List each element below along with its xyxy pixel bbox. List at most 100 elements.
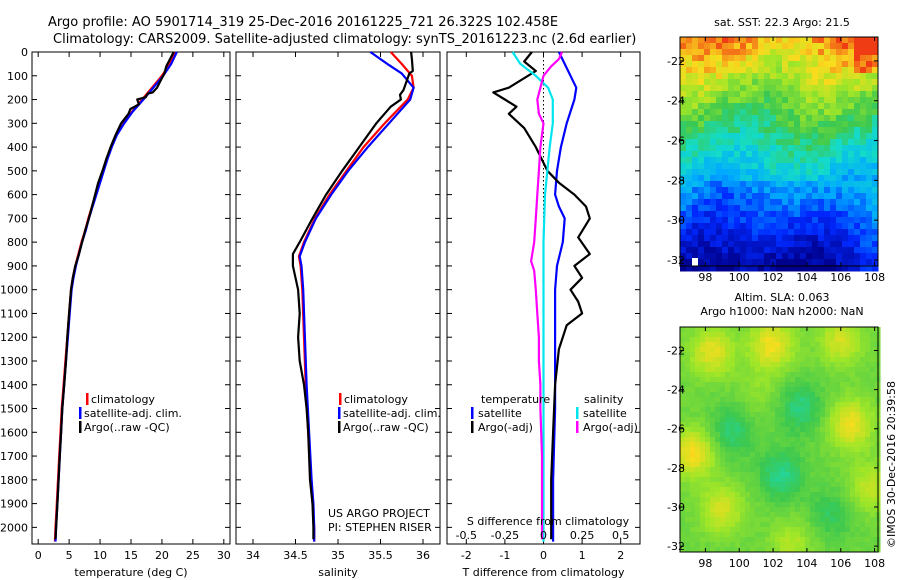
sla-cell	[825, 332, 831, 338]
sst-cell	[758, 85, 765, 92]
sla-cell	[735, 427, 741, 433]
sst-cell	[794, 79, 801, 86]
sst-cell	[812, 241, 819, 248]
sst-cell	[848, 181, 855, 188]
sst-cell	[842, 199, 849, 206]
sla-cell	[870, 497, 876, 503]
sst-cell	[710, 199, 717, 206]
sla-cell	[810, 352, 816, 358]
sst-cell	[872, 193, 879, 200]
sst-cell	[770, 241, 777, 248]
sla-cell	[730, 402, 736, 408]
sla-cell	[855, 467, 861, 473]
sst-cell	[818, 121, 825, 128]
sla-cell	[845, 412, 851, 418]
sst-cell	[830, 55, 837, 62]
sla-cell	[870, 472, 876, 478]
sla-cell	[860, 452, 866, 458]
sla-cell	[845, 532, 851, 538]
sst-cell	[686, 133, 693, 140]
sst-cell	[740, 193, 747, 200]
sst-cell	[776, 211, 783, 218]
sla-cell	[740, 517, 746, 523]
sst-cell	[728, 163, 735, 170]
sla-cell	[760, 547, 766, 553]
sla-cell	[830, 507, 836, 513]
sla-cell	[785, 402, 791, 408]
sla-cell	[820, 417, 826, 423]
sla-cell	[840, 352, 846, 358]
sla-cell	[735, 512, 741, 518]
sst-cell	[836, 217, 843, 224]
sst-cell	[776, 157, 783, 164]
sla-cell	[860, 387, 866, 393]
sst-cell	[800, 259, 807, 266]
sla-cell	[855, 472, 861, 478]
sst-cell	[752, 133, 759, 140]
sla-cell	[770, 402, 776, 408]
legend-label-climatology: climatology	[344, 393, 408, 406]
sst-cell	[734, 211, 741, 218]
sla-cell	[830, 457, 836, 463]
sla-cell	[745, 422, 751, 428]
sla-cell	[760, 542, 766, 548]
sla-cell	[785, 382, 791, 388]
sla-cell	[775, 382, 781, 388]
sla-cell	[735, 387, 741, 393]
sla-cell	[790, 402, 796, 408]
sst-cell	[776, 181, 783, 188]
sla-cell	[715, 547, 721, 553]
sst-cell	[860, 223, 867, 230]
sst-cell	[710, 193, 717, 200]
sst-cell	[794, 163, 801, 170]
sla-cell	[680, 327, 686, 333]
sla-map-lon-tick-label: 98	[698, 557, 712, 570]
sla-cell	[700, 397, 706, 403]
sla-cell	[725, 447, 731, 453]
sla-cell	[680, 417, 686, 423]
sst-cell	[788, 223, 795, 230]
sst-cell	[848, 85, 855, 92]
sla-cell	[865, 342, 871, 348]
sla-cell	[780, 342, 786, 348]
sla-cell	[825, 547, 831, 553]
sla-cell	[755, 517, 761, 523]
sla-cell	[805, 487, 811, 493]
sst-cell	[848, 55, 855, 62]
sst-cell	[710, 61, 717, 68]
sla-cell	[775, 517, 781, 523]
sst-cell	[710, 253, 717, 260]
sst-cell	[722, 37, 729, 44]
sst-cell	[752, 91, 759, 98]
sla-cell	[845, 422, 851, 428]
sla-cell	[680, 442, 686, 448]
x-tick-label: -1	[499, 549, 510, 562]
sla-cell	[795, 532, 801, 538]
sst-cell	[842, 79, 849, 86]
sla-cell	[870, 372, 876, 378]
sla-cell	[840, 462, 846, 468]
sst-cell	[794, 241, 801, 248]
sst-cell	[830, 205, 837, 212]
sla-cell	[855, 392, 861, 398]
sst-cell	[854, 163, 861, 170]
sla-cell	[845, 477, 851, 483]
sla-cell	[850, 512, 856, 518]
sst-cell	[692, 55, 699, 62]
sla-cell	[830, 472, 836, 478]
sla-cell	[785, 432, 791, 438]
sst-cell	[752, 181, 759, 188]
sst-cell	[806, 223, 813, 230]
sst-cell	[680, 127, 687, 134]
sla-cell	[820, 457, 826, 463]
sst-cell	[782, 67, 789, 74]
sst-cell	[830, 151, 837, 158]
sst-cell	[836, 253, 843, 260]
sla-cell	[685, 427, 691, 433]
sla-cell	[830, 437, 836, 443]
sst-cell	[824, 235, 831, 242]
sla-cell	[780, 462, 786, 468]
sla-cell	[790, 382, 796, 388]
sla-cell	[805, 452, 811, 458]
sst-cell	[800, 193, 807, 200]
